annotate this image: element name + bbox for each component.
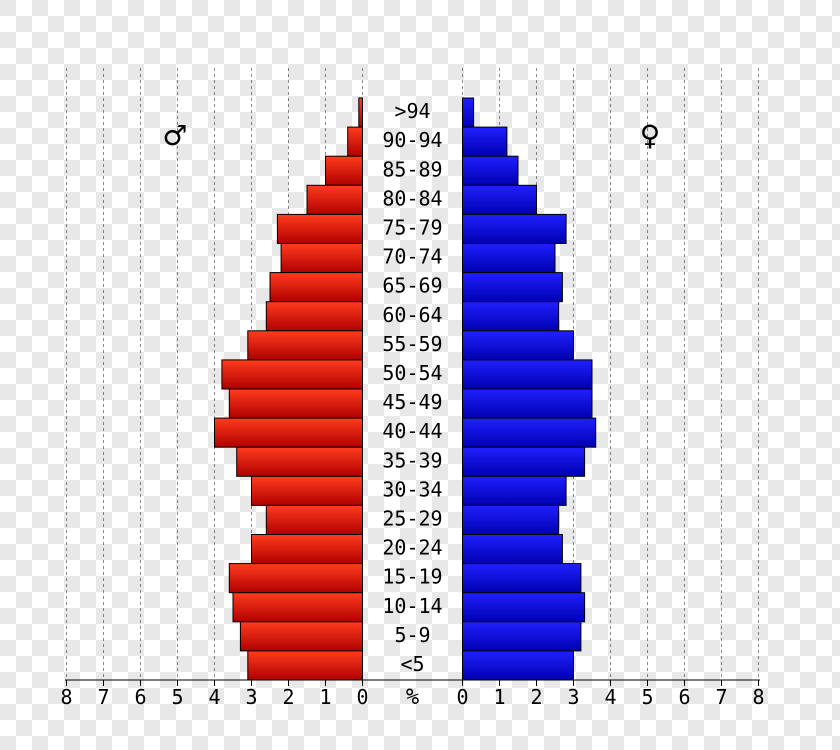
- female-bar: [463, 418, 596, 447]
- male-bar: [348, 127, 363, 156]
- age-group-label: 5-9: [394, 623, 430, 647]
- female-bar: [463, 447, 585, 476]
- x-tick-label: 0: [356, 685, 368, 709]
- x-tick-label: 8: [752, 685, 764, 709]
- x-tick-label: 7: [715, 685, 727, 709]
- male-bar: [240, 622, 362, 651]
- female-bar: [463, 389, 593, 418]
- female-bar: [463, 273, 563, 302]
- age-group-label: >94: [394, 99, 430, 123]
- x-tick-label: 3: [245, 685, 257, 709]
- x-tick-label: 2: [282, 685, 294, 709]
- male-bar: [222, 360, 363, 389]
- female-bar: [463, 214, 567, 243]
- male-bar: [252, 535, 363, 564]
- female-bar: [463, 622, 581, 651]
- male-bar: [215, 418, 363, 447]
- female-bar: [463, 564, 581, 593]
- age-group-label: 30-34: [382, 477, 442, 501]
- age-group-label: 45-49: [382, 390, 442, 414]
- x-tick-label: 4: [208, 685, 220, 709]
- male-bar: [233, 593, 363, 622]
- age-group-label: 85-89: [382, 157, 442, 181]
- age-group-label: 60-64: [382, 303, 442, 327]
- female-bar: [463, 505, 559, 534]
- female-bar: [463, 476, 567, 505]
- male-bar: [229, 564, 362, 593]
- female-bar: [463, 651, 574, 680]
- female-bar: [463, 127, 507, 156]
- male-bar: [252, 476, 363, 505]
- x-tick-label: 4: [604, 685, 616, 709]
- age-group-label: 70-74: [382, 245, 442, 269]
- age-group-label: 35-39: [382, 448, 442, 472]
- age-group-label: 55-59: [382, 332, 442, 356]
- age-group-label: 10-14: [382, 594, 442, 618]
- female-bar: [463, 331, 574, 360]
- x-tick-label: 1: [493, 685, 505, 709]
- age-group-label: 75-79: [382, 215, 442, 239]
- x-tick-label: 3: [567, 685, 579, 709]
- male-bar: [229, 389, 362, 418]
- male-bar: [248, 331, 363, 360]
- female-symbol: ♀: [640, 119, 661, 152]
- male-bar: [248, 651, 363, 680]
- x-tick-label: 1: [319, 685, 331, 709]
- x-tick-label: 5: [171, 685, 183, 709]
- population-pyramid-chart: >9490-9485-8980-8475-7970-7465-6960-6455…: [0, 0, 840, 750]
- male-bar: [266, 302, 362, 331]
- x-tick-label: 6: [678, 685, 690, 709]
- age-group-label: 50-54: [382, 361, 442, 385]
- female-bar: [463, 535, 563, 564]
- x-tick-label: 7: [97, 685, 109, 709]
- age-group-label: 90-94: [382, 128, 442, 152]
- male-bar: [266, 505, 362, 534]
- age-group-label: 65-69: [382, 274, 442, 298]
- axis-unit-label: %: [406, 685, 419, 710]
- age-group-label: <5: [400, 652, 424, 676]
- female-bar: [463, 302, 559, 331]
- male-symbol: ♂: [162, 119, 187, 152]
- x-tick-label: 6: [134, 685, 146, 709]
- female-bar: [463, 593, 585, 622]
- age-group-label: 20-24: [382, 536, 442, 560]
- x-tick-label: 5: [641, 685, 653, 709]
- male-bar: [359, 98, 363, 127]
- x-tick-label: 8: [60, 685, 72, 709]
- age-group-label: 15-19: [382, 565, 442, 589]
- male-bar: [237, 447, 363, 476]
- female-bar: [463, 185, 537, 214]
- male-bar: [270, 273, 363, 302]
- male-bar: [277, 214, 362, 243]
- female-bar: [463, 156, 519, 185]
- female-bar: [463, 244, 556, 273]
- female-bar: [463, 98, 474, 127]
- male-bar: [307, 185, 363, 214]
- age-group-label: 25-29: [382, 506, 442, 530]
- female-bar: [463, 360, 593, 389]
- x-tick-label: 0: [456, 685, 468, 709]
- age-group-label: 80-84: [382, 186, 442, 210]
- male-bar: [281, 244, 362, 273]
- x-tick-label: 2: [530, 685, 542, 709]
- age-group-label: 40-44: [382, 419, 442, 443]
- male-bar: [326, 156, 363, 185]
